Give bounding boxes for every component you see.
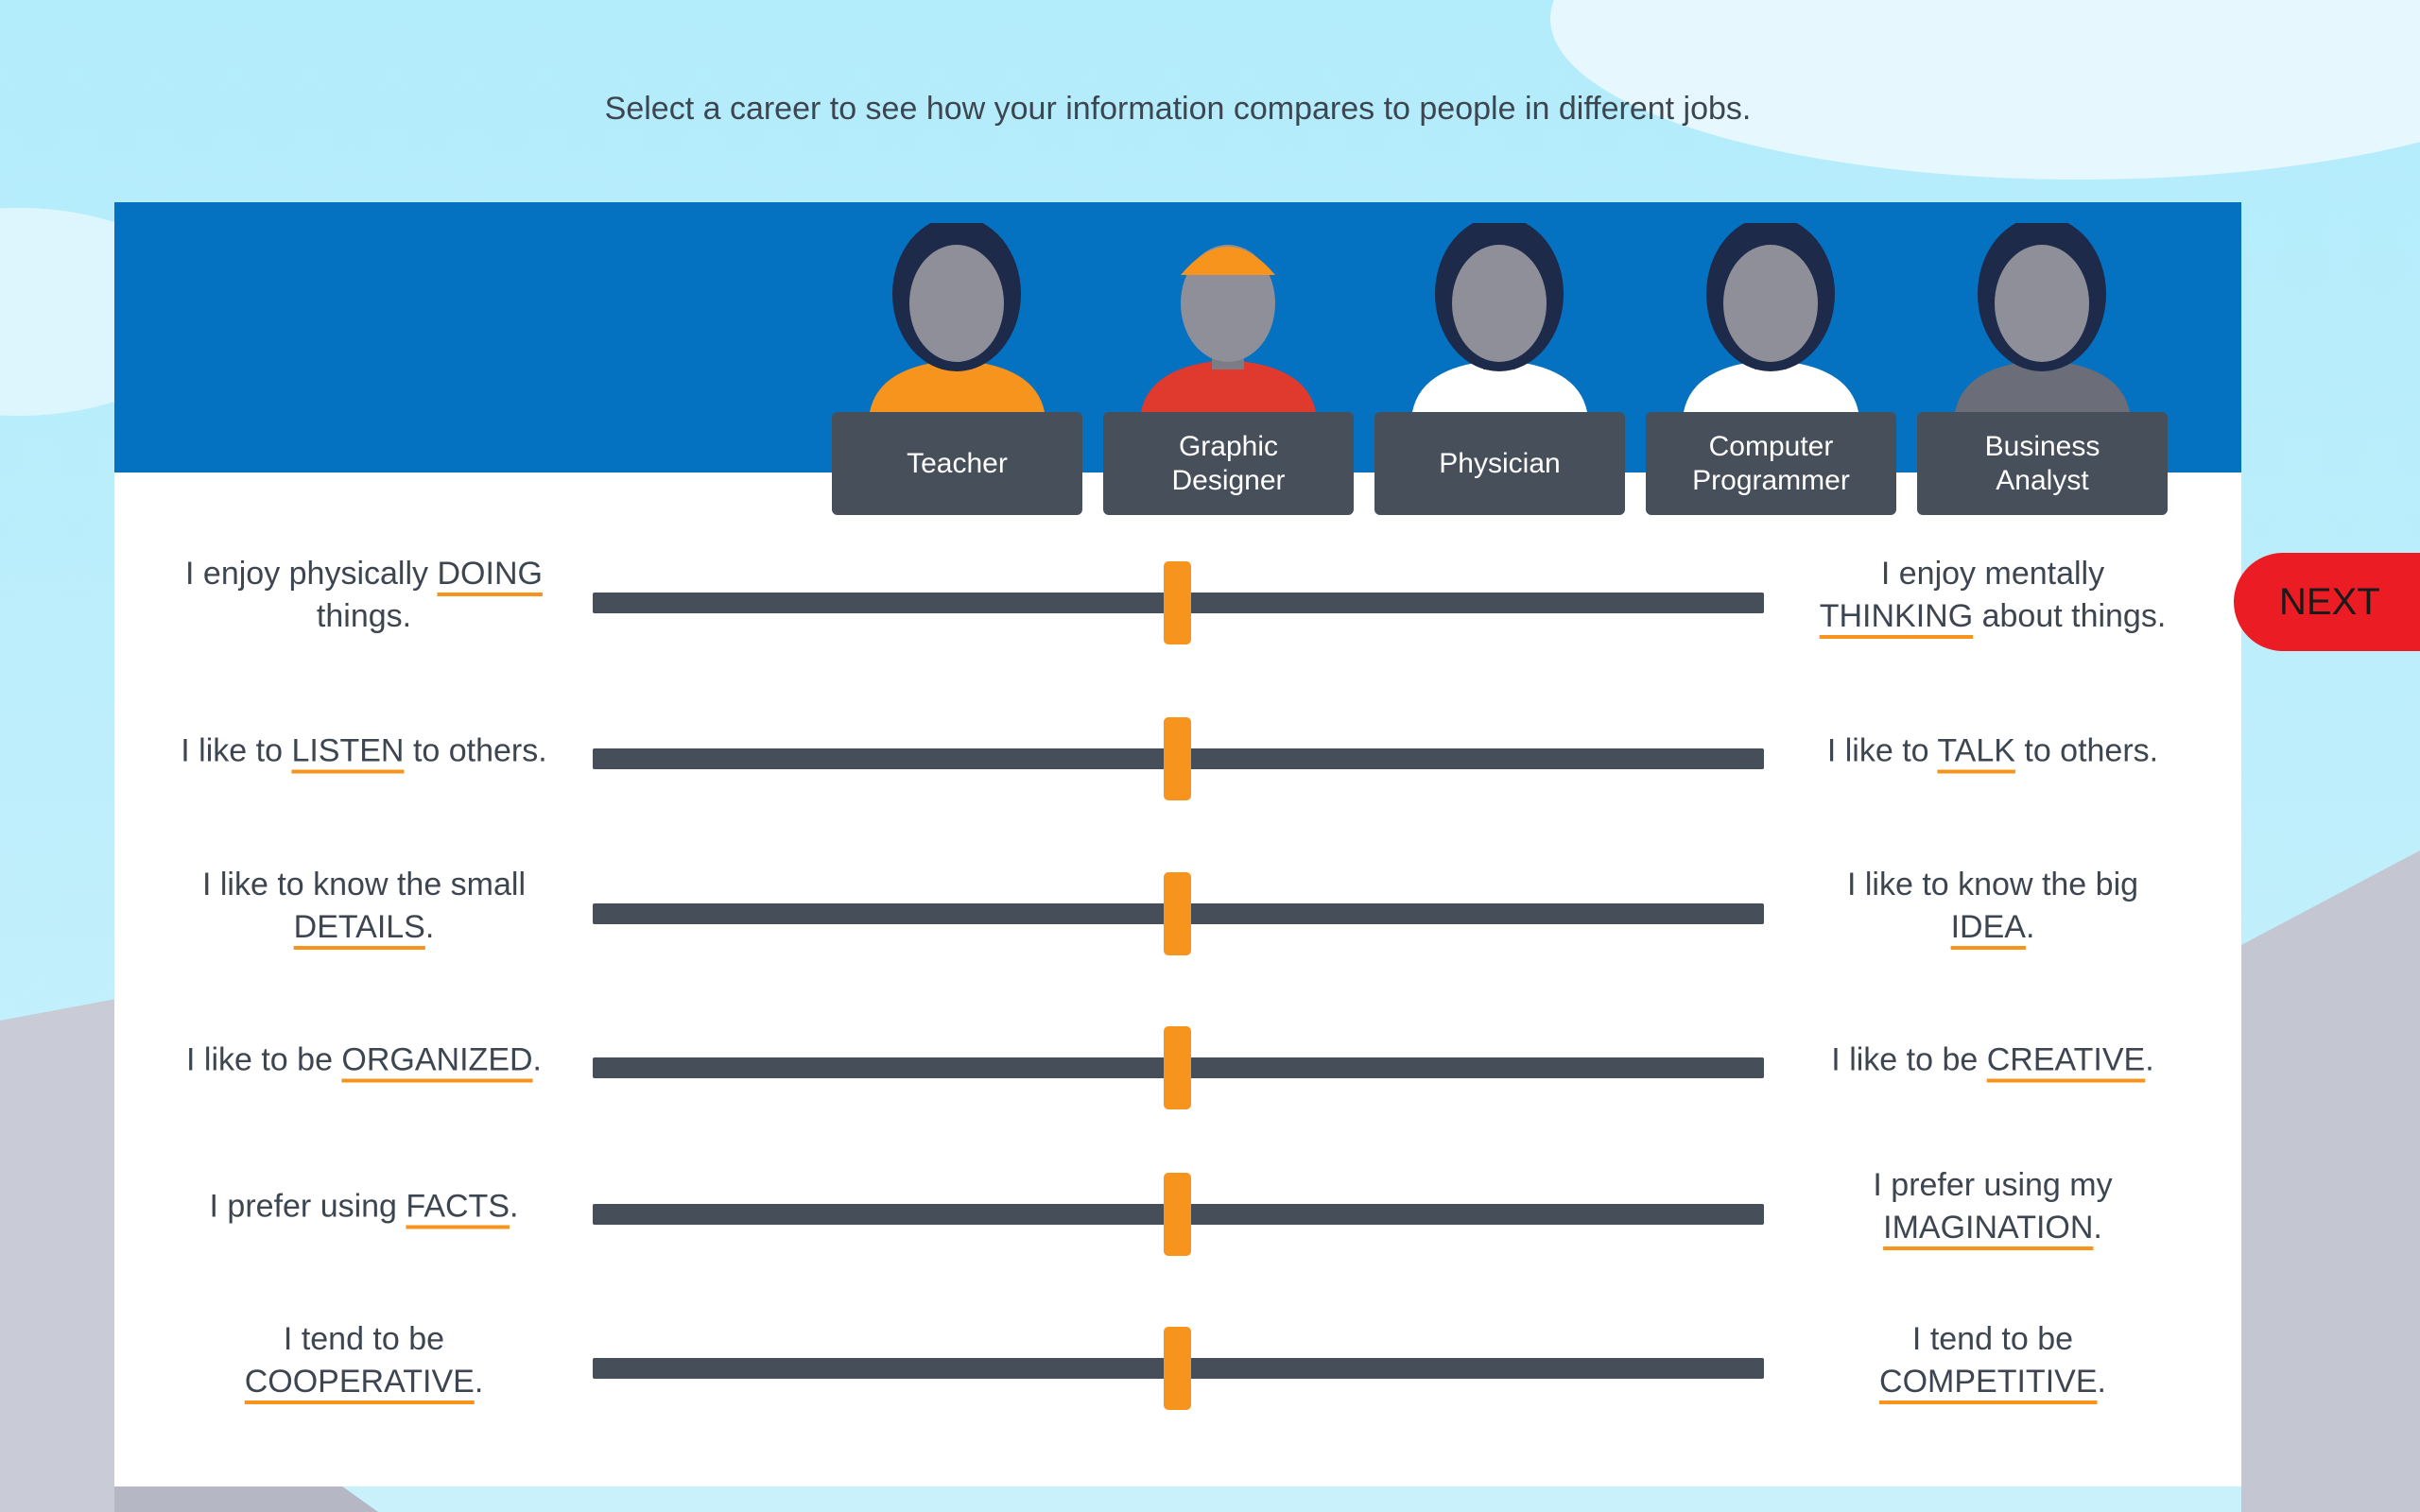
statement-text: . (2025, 909, 2035, 945)
statement-text: . (2097, 1364, 2106, 1400)
slider-handle[interactable] (1164, 1173, 1191, 1256)
statement-right: I enjoy mentally THINKING about things. (1804, 553, 2182, 638)
career-button[interactable]: Business Analyst (1917, 412, 2168, 515)
statement-left: I tend to be COOPERATIVE. (175, 1318, 553, 1403)
career-avatar (870, 223, 1045, 412)
statement-text: . (2093, 1210, 2102, 1246)
statement-left: I prefer using FACTS. (175, 1186, 553, 1228)
statement-text: I like to be (186, 1041, 342, 1078)
keyword: LISTEN (291, 732, 405, 769)
career-avatar (1684, 223, 1858, 412)
statement-left: I like to be ORGANIZED. (175, 1040, 553, 1082)
keyword: COOPERATIVE (244, 1364, 475, 1400)
slider-handle[interactable] (1164, 717, 1191, 800)
statement-text: . (2145, 1041, 2154, 1078)
keyword: IDEA (1950, 909, 2026, 945)
keyword: ORGANIZED (341, 1041, 533, 1078)
career-button[interactable]: Computer Programmer (1646, 412, 1896, 515)
instruction: Select a career to see how your informat… (604, 91, 1752, 127)
next-button[interactable]: NEXT (2234, 553, 2420, 651)
statement-right: I tend to be COMPETITIVE. (1804, 1318, 2182, 1403)
statement-text: to others. (2014, 732, 2159, 769)
statement-text: I enjoy physically (185, 556, 438, 592)
statement-text: I enjoy mentally (1880, 556, 2105, 592)
statement-text: to others. (404, 732, 547, 769)
statement-text: I like to know the big (1846, 867, 2139, 902)
statement-text: I tend to be (1911, 1321, 2074, 1357)
keyword: TALK (1937, 732, 2015, 769)
statement-text: things. (316, 598, 412, 634)
career-avatar (1141, 245, 1316, 412)
statement-text: I prefer using (209, 1188, 406, 1225)
statement-text: I like to be (1831, 1041, 1987, 1078)
statement-right: I prefer using my IMAGINATION. (1804, 1164, 2182, 1249)
statement-left: I like to LISTEN to others. (175, 730, 553, 773)
career-button[interactable]: Teacher (832, 412, 1082, 515)
statement-right: I like to know the big IDEA. (1804, 864, 2182, 949)
statement-text: . (510, 1188, 519, 1225)
keyword: THINKING (1819, 598, 1974, 634)
career-button[interactable]: Graphic Designer (1103, 412, 1354, 515)
slider-handle[interactable] (1164, 872, 1191, 955)
career-avatar (1412, 223, 1587, 412)
statement-text: I prefer using my (1873, 1167, 2113, 1203)
statement-text: . (474, 1364, 484, 1400)
career-button[interactable]: Physician (1374, 412, 1625, 515)
statement-left: I enjoy physically DOING things. (175, 553, 553, 638)
keyword: COMPETITIVE (1879, 1364, 2098, 1400)
statement-text: . (532, 1041, 542, 1078)
panel: Teacher Graphic Designer Physician Computer… (114, 202, 2241, 1486)
statement-left: I like to know the small DETAILS. (175, 864, 553, 949)
keyword: DETAILS (293, 909, 425, 945)
statement-text: about things. (1973, 598, 2167, 634)
mountain (2241, 850, 2420, 1512)
slider-handle[interactable] (1164, 1026, 1191, 1109)
keyword: CREATIVE (1986, 1041, 2146, 1078)
cloud (1550, 0, 2420, 180)
career-avatar (1955, 223, 2130, 412)
statement-text: I like to (181, 732, 292, 769)
statement-right: I like to TALK to others. (1804, 730, 2182, 773)
statement-right: I like to be CREATIVE. (1804, 1040, 2182, 1082)
keyword: IMAGINATION (1883, 1210, 2094, 1246)
statement-text: I tend to be (283, 1321, 445, 1357)
statement-text: I like to know the small (201, 867, 527, 902)
keyword: FACTS (406, 1188, 510, 1225)
slider-handle[interactable] (1164, 561, 1191, 644)
statement-text: I like to (1826, 732, 1938, 769)
slider-handle[interactable] (1164, 1327, 1191, 1410)
statement-text: . (424, 909, 435, 945)
keyword: DOING (437, 556, 543, 592)
